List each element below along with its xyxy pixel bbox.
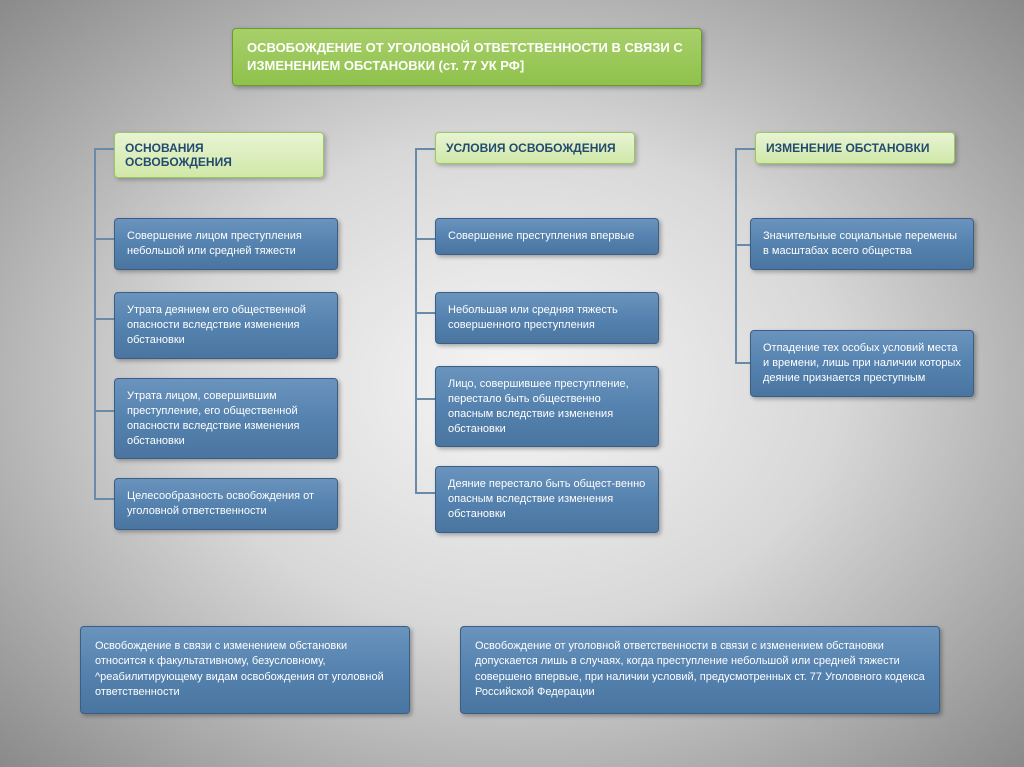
connector: [735, 148, 755, 150]
col2-header: УСЛОВИЯ ОСВОБОЖДЕНИЯ: [435, 132, 635, 164]
diagram-title: ОСВОБОЖДЕНИЕ ОТ УГОЛОВНОЙ ОТВЕТСТВЕННОСТ…: [232, 28, 702, 86]
col2-item-4: Деяние перестало быть общест-венно опасн…: [435, 466, 659, 533]
col2-item-3: Лицо, совершившее преступление, перестал…: [435, 366, 659, 447]
connector: [415, 398, 435, 400]
bottom-left-note: Освобождение в связи с изменением обстан…: [80, 626, 410, 714]
connector: [415, 492, 435, 494]
connector: [94, 318, 114, 320]
connector: [415, 312, 435, 314]
col1-header: ОСНОВАНИЯ ОСВОБОЖДЕНИЯ: [114, 132, 324, 178]
col3-item-2: Отпадение тех особых условий места и вре…: [750, 330, 974, 397]
connector: [94, 148, 114, 150]
connector: [94, 498, 114, 500]
col1-item-3: Утрата лицом, совершившим преступление, …: [114, 378, 338, 459]
col1-item-1: Совершение лицом преступления небольшой …: [114, 218, 338, 270]
connector: [94, 148, 96, 500]
col3-item-1: Значительные социальные перемены в масшт…: [750, 218, 974, 270]
col1-item-4: Целесообразность освобождения от уголовн…: [114, 478, 338, 530]
col2-item-2: Небольшая или средняя тяжесть совершенно…: [435, 292, 659, 344]
connector: [94, 410, 114, 412]
connector: [415, 148, 435, 150]
connector: [415, 238, 435, 240]
connector: [415, 148, 417, 494]
connector: [735, 148, 737, 364]
bottom-right-note: Освобождение от уголовной ответственност…: [460, 626, 940, 714]
col1-item-2: Утрата деянием его общественной опасност…: [114, 292, 338, 359]
col3-header: ИЗМЕНЕНИЕ ОБСТАНОВКИ: [755, 132, 955, 164]
connector: [94, 238, 114, 240]
connector: [735, 362, 751, 364]
col2-item-1: Совершение преступления впервые: [435, 218, 659, 255]
connector: [735, 244, 751, 246]
